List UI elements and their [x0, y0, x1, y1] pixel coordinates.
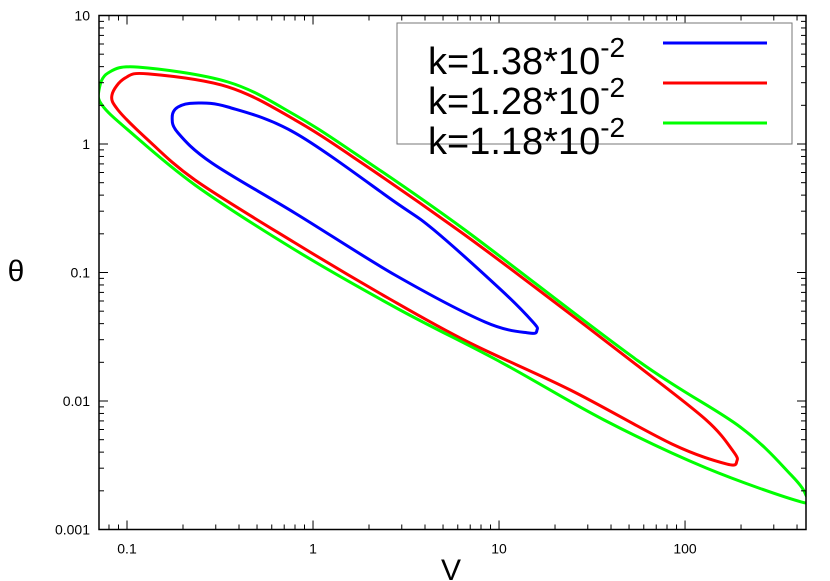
legend: k=1.38*10-2k=1.28*10-2k=1.18*10-2 — [396, 22, 793, 163]
legend-label-main: k=1.28*10 — [428, 81, 600, 123]
legend-label-exponent: -2 — [600, 72, 625, 103]
y-tick-label: 0.001 — [55, 522, 90, 538]
curves-layer — [99, 65, 806, 505]
y-tick-label: 1 — [82, 136, 90, 152]
legend-label-main: k=1.18*10 — [428, 121, 600, 163]
y-tick-label: 10 — [74, 8, 90, 24]
legend-label-main: k=1.38*10 — [428, 41, 600, 83]
legend-label-1: k=1.38*10-2 — [428, 32, 625, 83]
ticks-layer: 0.1 1 10 100 0.001 0.01 0.1 1 10 — [55, 8, 806, 557]
legend-label-exponent: -2 — [600, 32, 625, 63]
legend-label-2: k=1.28*10-2 — [428, 72, 625, 123]
y-axis-title: θ — [8, 255, 25, 288]
y-tick-label: 0.01 — [63, 393, 90, 409]
legend-label-3: k=1.18*10-2 — [428, 112, 625, 163]
y-tick-label: 0.1 — [71, 265, 91, 281]
legend-label-exponent: -2 — [600, 112, 625, 143]
series-curve-2 — [110, 71, 739, 467]
x-axis-title: V — [441, 554, 461, 581]
series-curve-1 — [170, 101, 539, 335]
series-curve-3 — [99, 65, 806, 505]
x-tick-label: 100 — [673, 541, 697, 557]
x-tick-label: 0.1 — [117, 541, 137, 557]
x-tick-label: 10 — [491, 541, 507, 557]
x-tick-label: 1 — [309, 541, 317, 557]
